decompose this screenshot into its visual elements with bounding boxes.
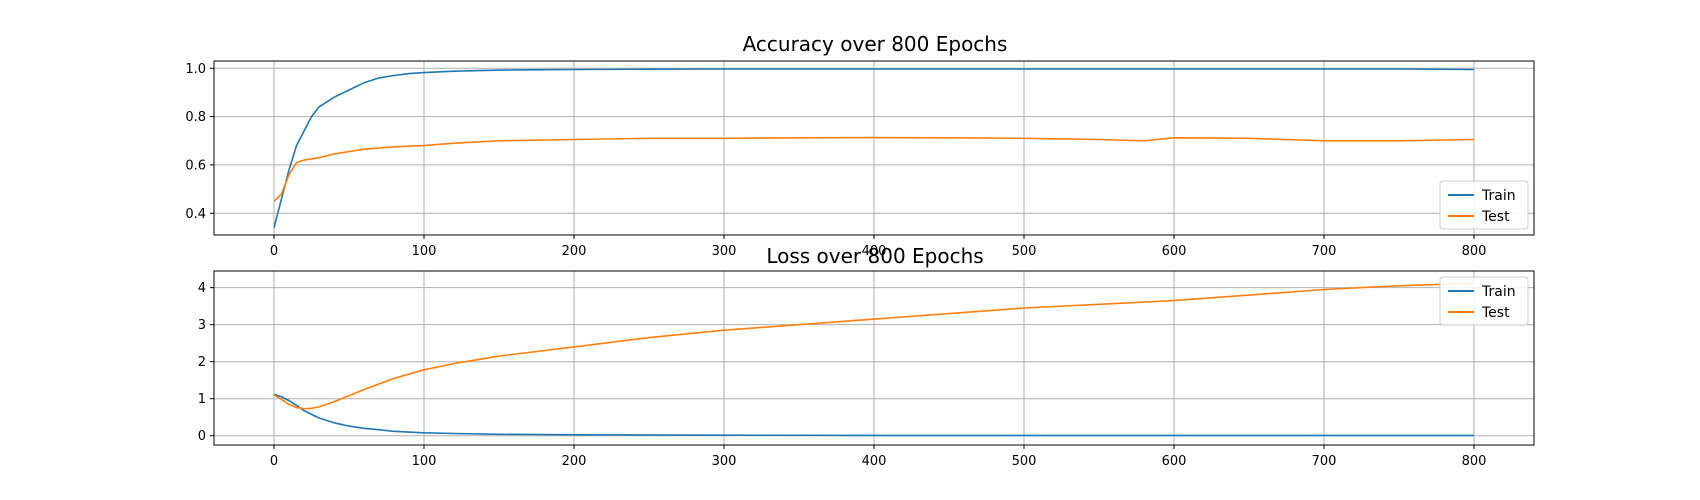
loss-y-tick-label: 3 xyxy=(198,318,206,333)
accuracy-x-tick-label: 700 xyxy=(1312,244,1337,259)
accuracy-x-tick-label: 600 xyxy=(1162,244,1187,259)
loss-x-tick-label: 700 xyxy=(1312,454,1337,469)
accuracy-x-tick-label: 100 xyxy=(412,244,437,259)
loss-y-tick-label: 1 xyxy=(198,392,206,407)
loss-series-train-line xyxy=(273,393,1474,437)
loss-chart: Loss over 800 Epochs 0 100 200 300 400 500 600… xyxy=(198,244,1535,469)
loss-x-tick-label: 500 xyxy=(1012,454,1037,469)
accuracy-legend-label-test: Test xyxy=(1481,209,1510,225)
accuracy-x-tick-label: 200 xyxy=(562,244,587,259)
accuracy-x-tick-label: 300 xyxy=(712,244,737,259)
loss-x-tick-label: 300 xyxy=(712,454,737,469)
loss-x-tick-label: 600 xyxy=(1162,454,1187,469)
accuracy-legend-label-train: Train xyxy=(1481,188,1516,204)
loss-y-tick-label: 4 xyxy=(198,281,206,296)
loss-series-test-line xyxy=(273,282,1475,410)
loss-legend-label-test: Test xyxy=(1481,305,1510,321)
accuracy-y-tick-label: 1.0 xyxy=(185,62,206,77)
accuracy-x-tick-label: 0 xyxy=(270,244,278,259)
loss-legend: Train Test xyxy=(1439,276,1529,326)
loss-grid xyxy=(214,271,1534,445)
loss-x-tick-label: 400 xyxy=(862,454,887,469)
accuracy-grid xyxy=(214,61,1534,235)
loss-y-tick-label: 2 xyxy=(198,355,206,370)
accuracy-series-train-line xyxy=(273,68,1475,229)
loss-y-tick-label: 0 xyxy=(198,429,206,444)
loss-x-tick-label: 0 xyxy=(270,454,278,469)
accuracy-x-tick-label: 800 xyxy=(1462,244,1487,259)
loss-chart-title: Loss over 800 Epochs xyxy=(766,244,983,268)
accuracy-y-tick-label: 0.4 xyxy=(185,207,206,222)
loss-legend-label-train: Train xyxy=(1481,284,1516,300)
loss-x-tick-label: 800 xyxy=(1462,454,1487,469)
accuracy-chart-title: Accuracy over 800 Epochs xyxy=(743,32,1008,56)
loss-x-tick-label: 100 xyxy=(412,454,437,469)
accuracy-y-tick-label: 0.8 xyxy=(185,110,206,125)
accuracy-legend: Train Test xyxy=(1439,180,1529,230)
loss-x-tick-label: 200 xyxy=(562,454,587,469)
accuracy-y-tick-label: 0.6 xyxy=(185,158,206,173)
accuracy-chart: Accuracy over 800 Epochs 0 100 200 300 400 50… xyxy=(185,32,1535,259)
accuracy-x-tick-label: 500 xyxy=(1012,244,1037,259)
accuracy-x-tick-label: 400 xyxy=(862,244,887,259)
accuracy-series-test-line xyxy=(273,136,1475,202)
